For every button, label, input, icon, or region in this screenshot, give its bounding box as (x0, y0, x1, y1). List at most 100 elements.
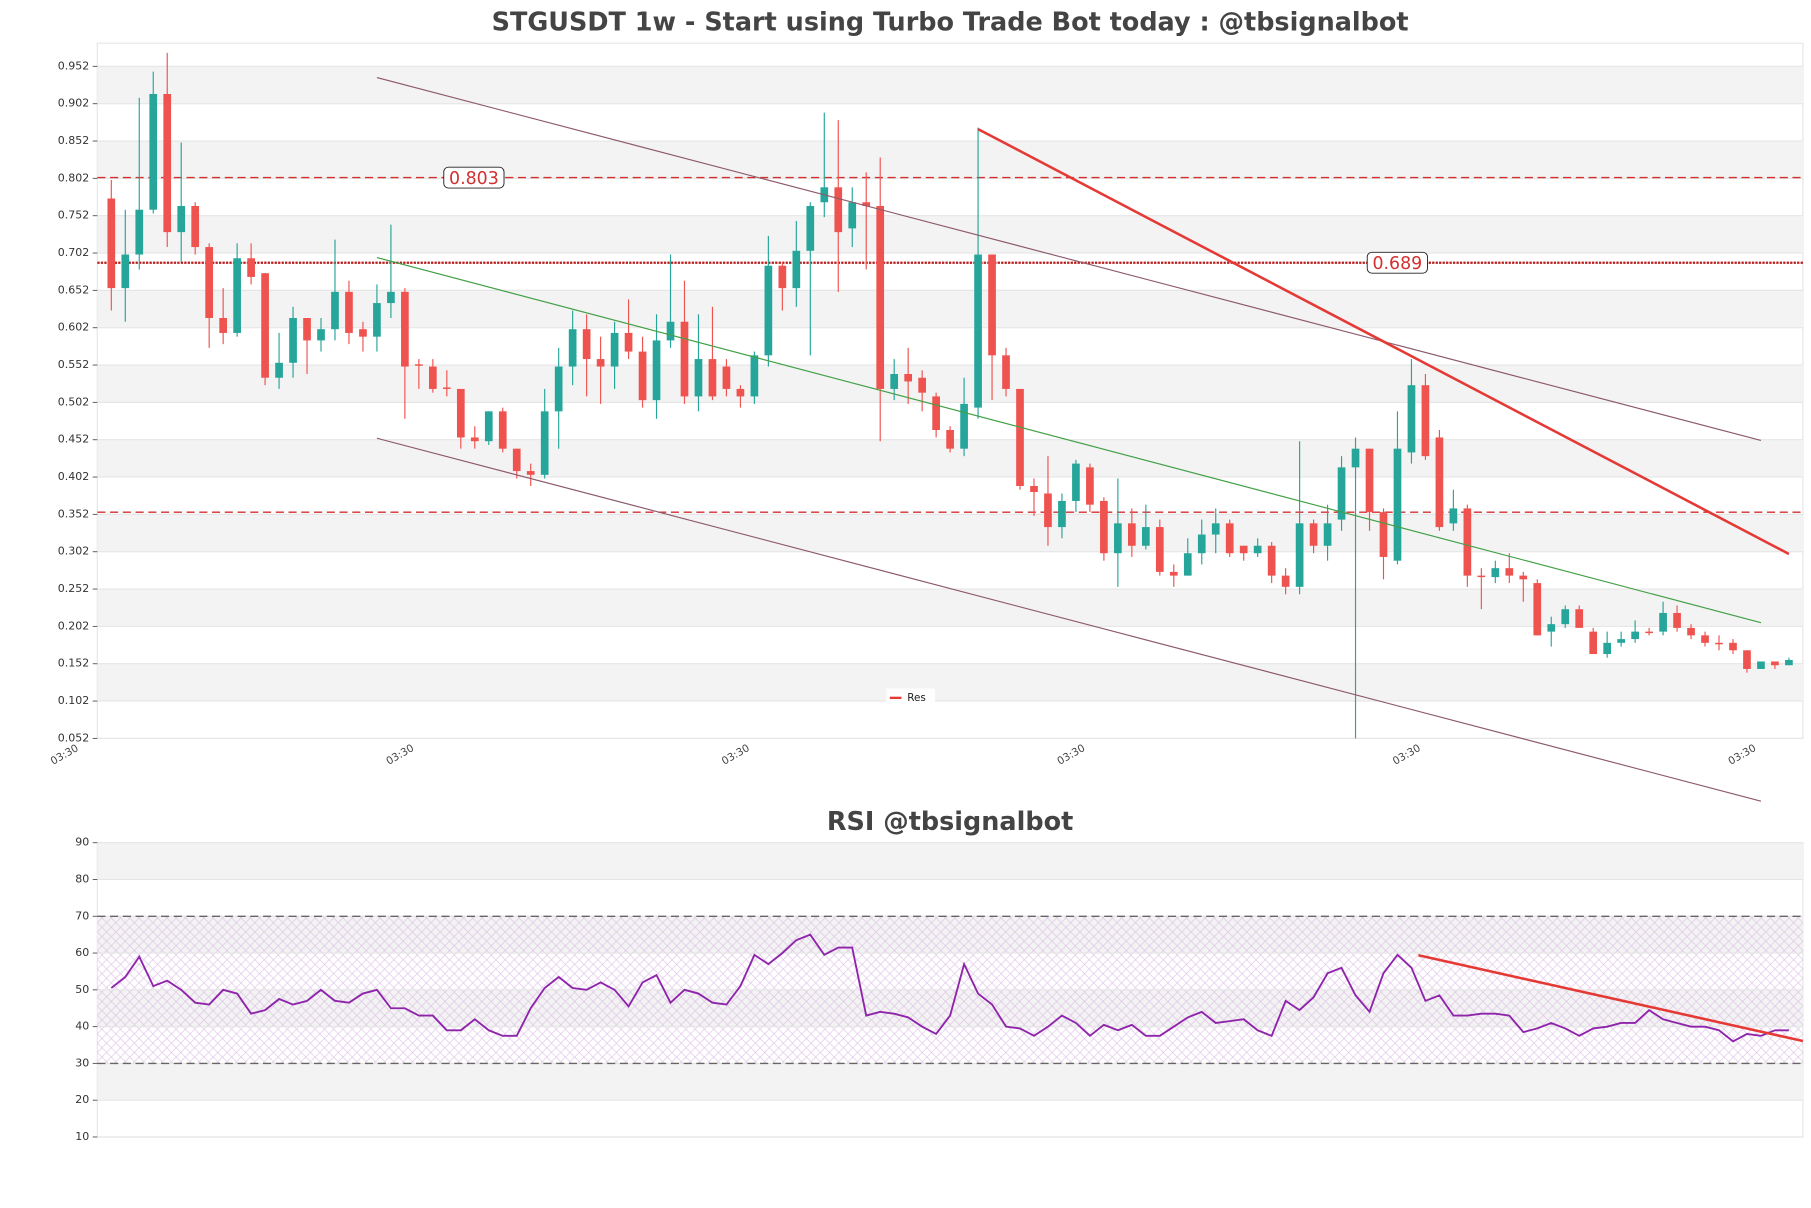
y-tick-label: 0.702 (58, 246, 89, 259)
x-tick-label: 03:30 (1055, 742, 1087, 767)
candle-body (345, 291, 353, 333)
y-tick-label: 0.502 (58, 395, 89, 408)
candle-body (862, 202, 871, 206)
y-tick-label: 0.802 (58, 171, 89, 184)
trend-line (977, 127, 1790, 556)
y-tick-label: 0.202 (58, 619, 89, 632)
candle-body (1575, 609, 1584, 628)
y-tick-label: 0.452 (58, 433, 89, 446)
x-tick-label: 03:30 (49, 742, 81, 767)
y-tick-label: 0.602 (58, 321, 89, 334)
grid-band (97, 141, 1803, 179)
candle-body (1449, 508, 1458, 524)
candle-body (610, 332, 619, 367)
candle-body (415, 364, 423, 366)
candle-body (792, 250, 801, 289)
grid-band (97, 663, 1803, 702)
candle-body (1253, 545, 1262, 554)
legend-label: Res (907, 692, 926, 704)
level-label: 0.689 (1372, 254, 1422, 274)
trend-line (376, 76, 1762, 442)
grid-band (97, 66, 1803, 104)
y-tick-label: 0.852 (58, 134, 89, 147)
candle-body (946, 430, 954, 449)
candle-body (442, 387, 451, 389)
candle-body (1645, 631, 1653, 634)
x-tick-label: 03:30 (384, 742, 416, 767)
candle-body (848, 202, 857, 229)
candle-body (1337, 467, 1346, 520)
candle-body (1002, 355, 1010, 389)
candle-body (1561, 609, 1570, 625)
candle-body (1072, 463, 1080, 501)
candle-body (708, 359, 717, 397)
candle-body (1183, 553, 1192, 576)
trend-line (1418, 954, 1804, 1043)
grid-band (97, 514, 1803, 552)
candle-body (1729, 642, 1737, 651)
candle-body (932, 396, 940, 431)
candle-body (149, 93, 158, 210)
candle-body (1197, 534, 1206, 554)
candle-body (429, 366, 437, 389)
candle-body (582, 329, 591, 360)
candle-body (303, 317, 311, 341)
candle-body (1673, 612, 1681, 628)
level-label-box (1366, 251, 1428, 274)
candle-body (904, 374, 913, 382)
candle-body (205, 247, 214, 318)
candle-body (1365, 448, 1374, 513)
candle-body (1211, 523, 1220, 535)
candle-body (1715, 642, 1723, 645)
candle-body (834, 187, 843, 233)
candle-body (219, 317, 227, 333)
candle-body (540, 411, 549, 475)
chart-title: STGUSDT 1w - Start using Turbo Trade Bot… (492, 8, 1409, 38)
x-tick-label: 03:30 (1726, 742, 1758, 767)
y-tick-label: 0.952 (58, 59, 89, 72)
candle-body (1393, 448, 1402, 561)
y-tick-label: 60 (75, 946, 89, 959)
candle-body (1379, 512, 1388, 557)
candle-body (960, 403, 968, 449)
candle-body (806, 205, 815, 251)
candle-body (1491, 568, 1500, 578)
grid-band (97, 589, 1803, 627)
chart-title: RSI @tbsignalbot (827, 807, 1073, 837)
candle-body (652, 340, 661, 401)
candle-body (1407, 385, 1416, 453)
candle-body (1757, 661, 1765, 669)
candle-body (1547, 624, 1556, 632)
candle-body (401, 291, 409, 367)
candle-body (387, 291, 395, 304)
y-tick-label: 90 (75, 836, 89, 849)
y-tick-label: 0.102 (58, 694, 89, 707)
candle-body (694, 359, 703, 397)
candle-body (624, 332, 633, 352)
candle-body (107, 198, 116, 289)
candle-body (261, 273, 269, 378)
candle-body (1169, 571, 1178, 576)
candle-body (736, 388, 745, 397)
y-tick-label: 0.902 (58, 97, 89, 110)
candle-body (1785, 659, 1793, 666)
candle-body (764, 265, 773, 356)
x-tick-label: 03:30 (1391, 742, 1423, 767)
candle-body (359, 329, 367, 337)
candle-body (1267, 545, 1276, 576)
candle-body (1743, 650, 1751, 669)
candle-body (1030, 486, 1038, 492)
candle-body (275, 362, 283, 378)
level-label: 0.803 (449, 169, 499, 189)
candle-body (1016, 388, 1024, 487)
rsi-line (110, 933, 1789, 1043)
candle-body (1463, 508, 1472, 576)
trend-line (376, 256, 1762, 624)
candle-body (317, 329, 325, 341)
candle-body (163, 93, 172, 233)
candle-body (1603, 642, 1612, 655)
candle-body (554, 366, 563, 412)
candle-body (1128, 523, 1136, 546)
candle-body (568, 329, 577, 367)
